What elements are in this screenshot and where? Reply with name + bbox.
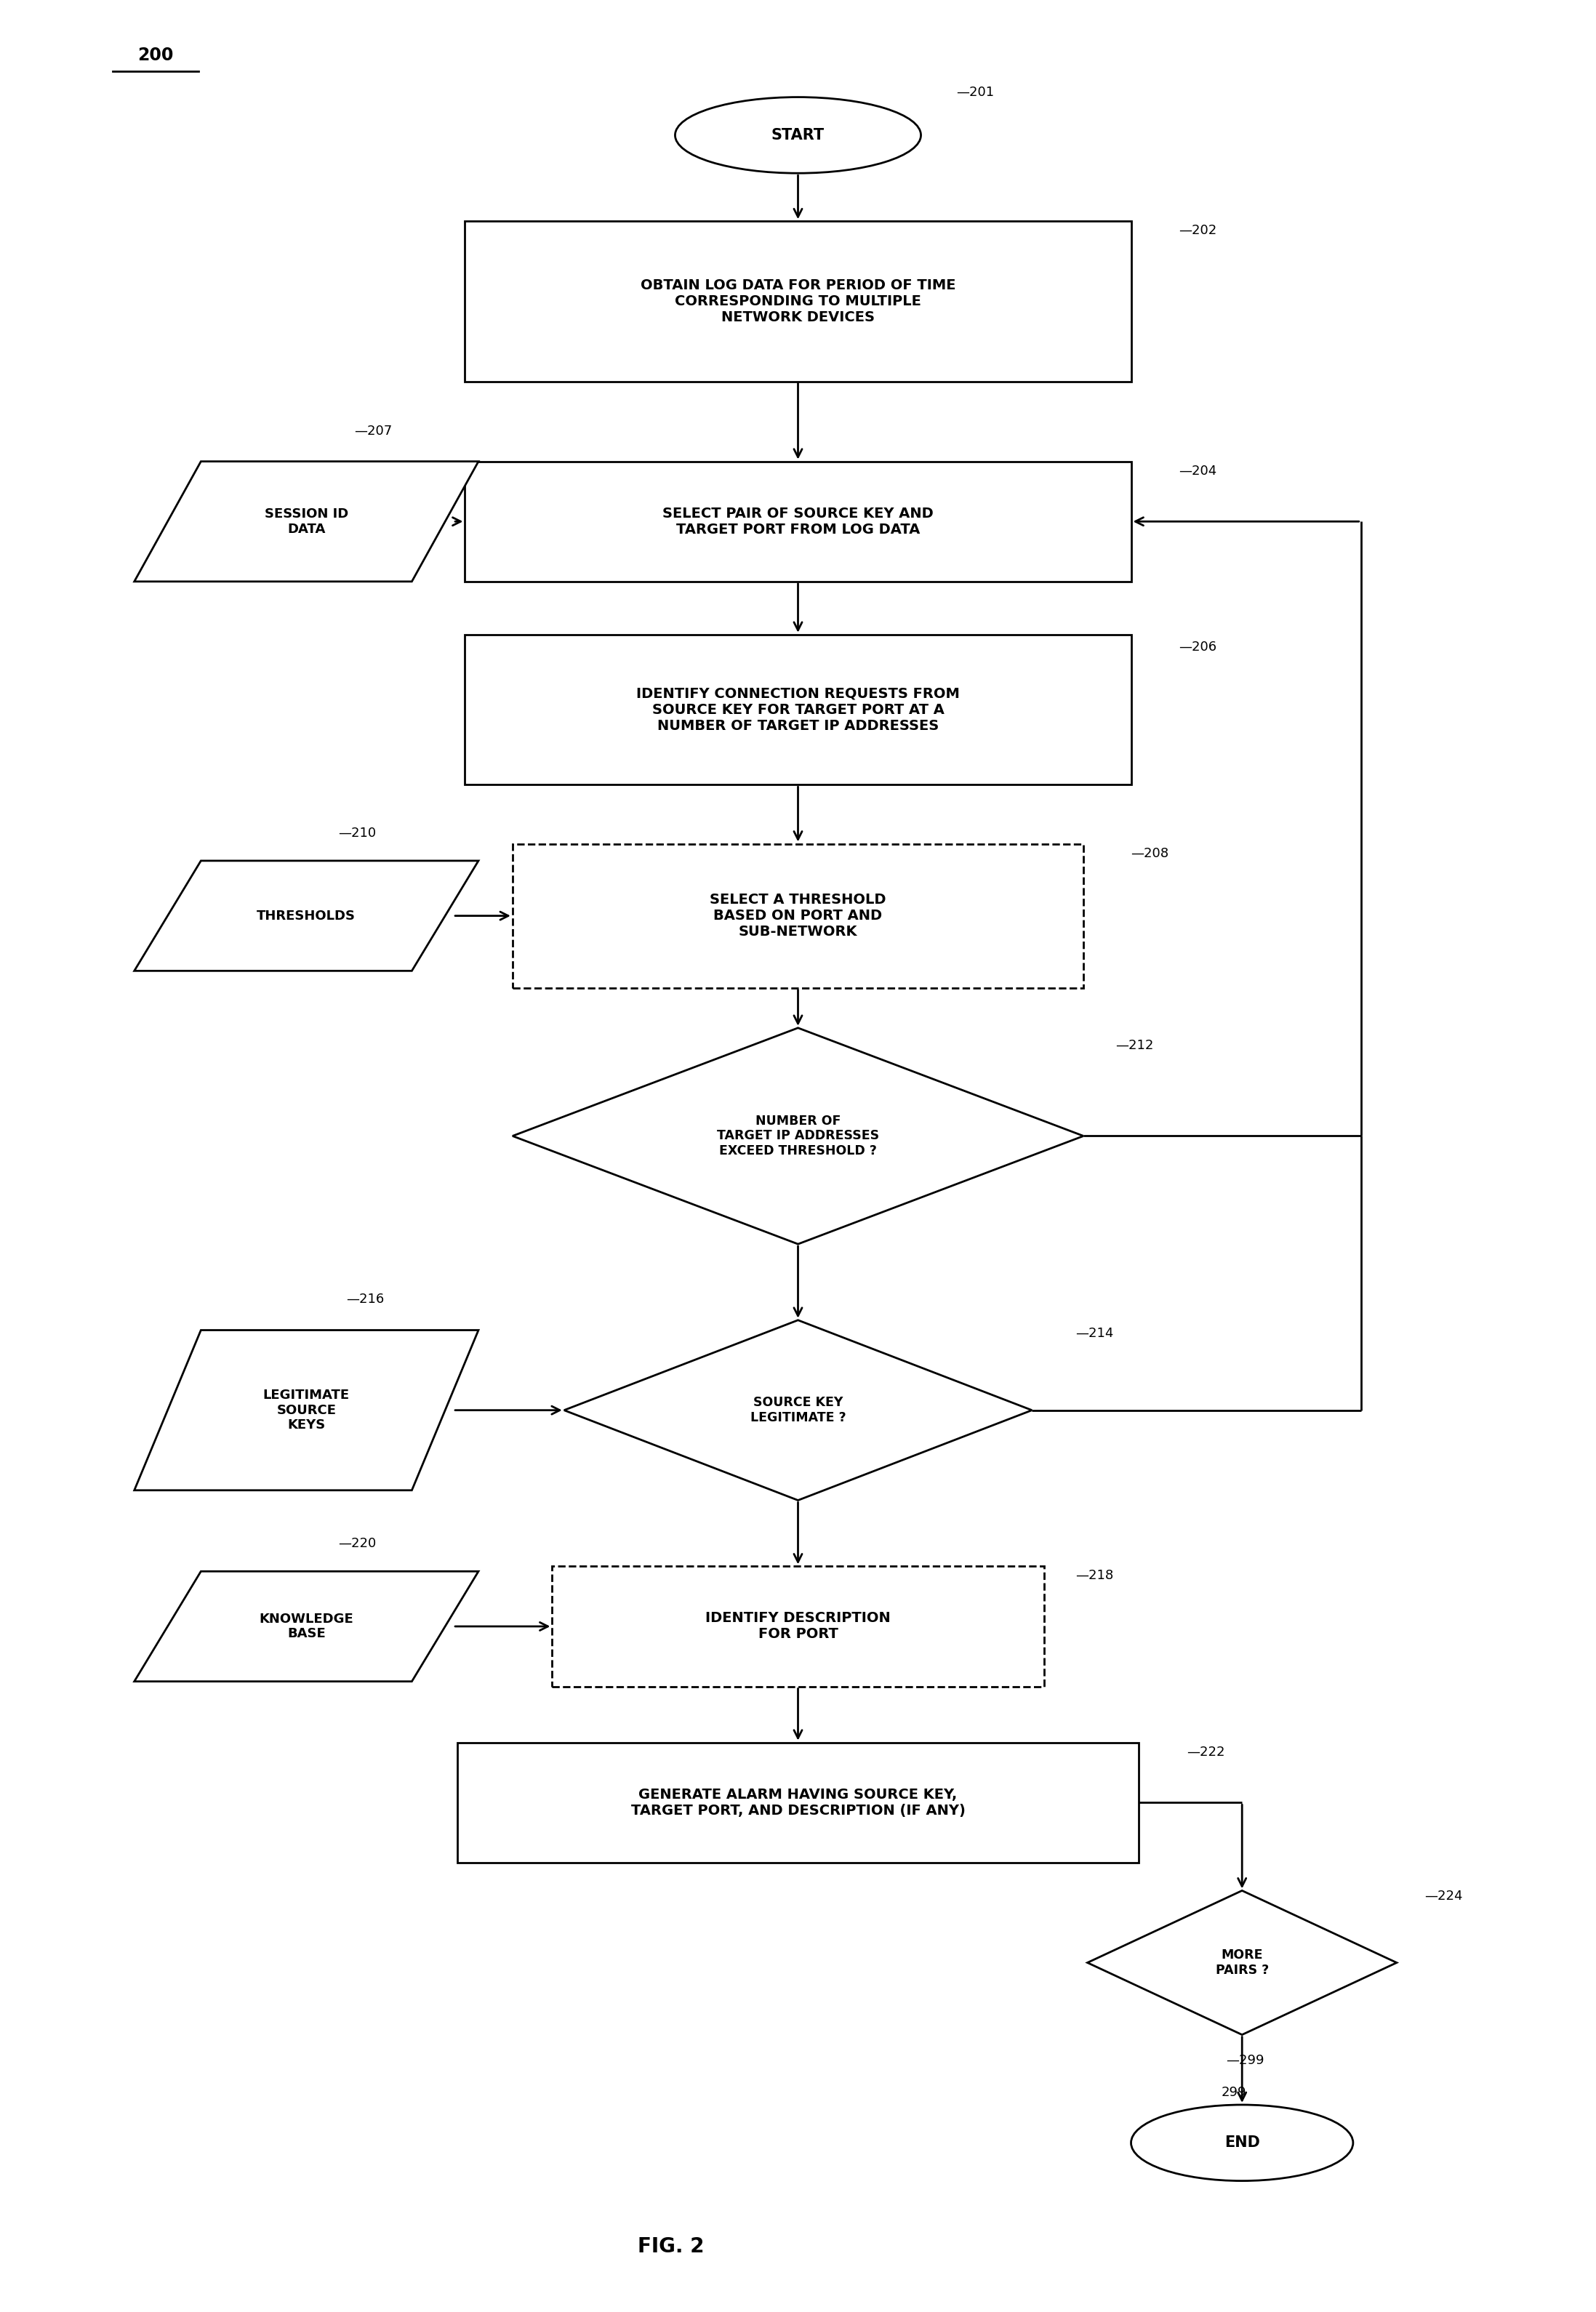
Polygon shape (134, 860, 479, 971)
Text: —207: —207 (354, 425, 393, 437)
Text: 200: 200 (137, 46, 174, 65)
Text: SOURCE KEY
LEGITIMATE ?: SOURCE KEY LEGITIMATE ? (750, 1396, 846, 1424)
Polygon shape (1087, 1891, 1396, 2035)
Bar (456, 1743, 1140, 1863)
Text: NUMBER OF
TARGET IP ADDRESSES
EXCEED THRESHOLD ?: NUMBER OF TARGET IP ADDRESSES EXCEED THR… (717, 1114, 879, 1158)
Text: END: END (1224, 2136, 1259, 2150)
Text: GENERATE ALARM HAVING SOURCE KEY,
TARGET PORT, AND DESCRIPTION (IF ANY): GENERATE ALARM HAVING SOURCE KEY, TARGET… (630, 1787, 966, 1817)
Text: IDENTIFY CONNECTION REQUESTS FROM
SOURCE KEY FOR TARGET PORT AT A
NUMBER OF TARG: IDENTIFY CONNECTION REQUESTS FROM SOURCE… (637, 687, 959, 733)
Text: —224: —224 (1425, 1889, 1462, 1903)
Bar (464, 633, 1132, 784)
Bar (464, 462, 1132, 583)
Text: —220: —220 (338, 1537, 377, 1551)
Text: 299: 299 (1221, 2085, 1246, 2099)
Text: —216: —216 (346, 1292, 385, 1306)
Text: MORE
PAIRS ?: MORE PAIRS ? (1216, 1949, 1269, 1977)
Text: KNOWLEDGE
BASE: KNOWLEDGE BASE (259, 1611, 354, 1642)
Text: —212: —212 (1116, 1038, 1154, 1052)
Ellipse shape (1132, 2104, 1353, 2180)
Ellipse shape (675, 97, 921, 173)
Text: IDENTIFY DESCRIPTION
FOR PORT: IDENTIFY DESCRIPTION FOR PORT (705, 1611, 891, 1642)
Polygon shape (134, 462, 479, 583)
Text: LEGITIMATE
SOURCE
KEYS: LEGITIMATE SOURCE KEYS (263, 1390, 350, 1431)
Text: —299: —299 (1226, 2053, 1264, 2067)
Polygon shape (134, 1329, 479, 1491)
Text: —201: —201 (956, 86, 994, 99)
Text: —210: —210 (338, 828, 377, 839)
Text: THRESHOLDS: THRESHOLDS (257, 909, 356, 922)
Bar (552, 1565, 1044, 1685)
Text: —202: —202 (1178, 224, 1216, 238)
Text: SELECT A THRESHOLD
BASED ON PORT AND
SUB-NETWORK: SELECT A THRESHOLD BASED ON PORT AND SUB… (710, 892, 886, 939)
Text: —214: —214 (1076, 1327, 1114, 1341)
Text: FIG. 2: FIG. 2 (638, 2236, 704, 2257)
Bar (464, 222, 1132, 381)
Text: SESSION ID
DATA: SESSION ID DATA (265, 506, 348, 536)
Polygon shape (512, 1029, 1084, 1244)
Text: —206: —206 (1178, 640, 1216, 654)
Polygon shape (134, 1572, 479, 1681)
Text: —218: —218 (1076, 1570, 1114, 1581)
Text: —222: —222 (1186, 1746, 1224, 1759)
Text: SELECT PAIR OF SOURCE KEY AND
TARGET PORT FROM LOG DATA: SELECT PAIR OF SOURCE KEY AND TARGET POR… (662, 506, 934, 536)
Text: OBTAIN LOG DATA FOR PERIOD OF TIME
CORRESPONDING TO MULTIPLE
NETWORK DEVICES: OBTAIN LOG DATA FOR PERIOD OF TIME CORRE… (640, 277, 956, 324)
Text: START: START (771, 127, 825, 143)
Text: —204: —204 (1178, 465, 1216, 479)
Text: —208: —208 (1132, 846, 1168, 860)
Bar (512, 844, 1084, 987)
Polygon shape (563, 1320, 1033, 1500)
